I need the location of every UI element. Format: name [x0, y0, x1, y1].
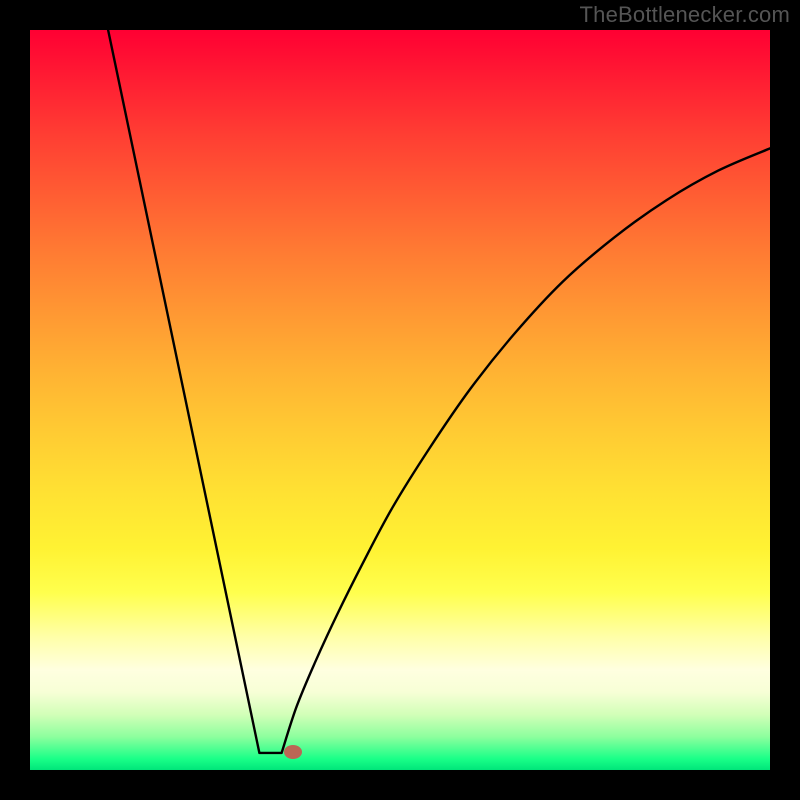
bottleneck-curve: [30, 30, 770, 770]
watermark-text: TheBottlenecker.com: [580, 2, 790, 28]
optimum-marker: [284, 745, 302, 759]
